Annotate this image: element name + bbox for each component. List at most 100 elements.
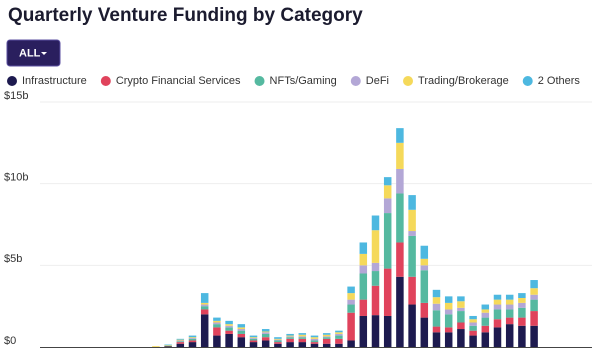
bar-segment (444, 332, 453, 347)
bar-segment (237, 327, 246, 330)
legend-marker (350, 76, 361, 86)
bar-segment (261, 337, 270, 341)
bar-segment (396, 142, 404, 169)
bar-segment (518, 307, 526, 318)
legend-label: 2 Others (538, 75, 581, 87)
filter-button[interactable]: ALL (6, 39, 61, 67)
bar-segment (249, 340, 258, 343)
bar-segment (420, 317, 429, 347)
bar-segment (261, 340, 270, 347)
bar-segment (481, 332, 490, 347)
bar-segment (383, 315, 392, 347)
bar-segment (249, 337, 258, 339)
bar-segment (225, 324, 233, 326)
bar-segment (457, 311, 465, 323)
bar-segment (322, 336, 331, 338)
bar-segment (164, 346, 172, 347)
bar-segment (200, 306, 209, 310)
bar-segment (505, 304, 514, 310)
bar-segment (298, 336, 307, 338)
bar-segment (213, 317, 221, 321)
bar-segment (383, 268, 392, 316)
button-label[interactable]: ALL (19, 47, 41, 59)
bar-segment (188, 335, 197, 338)
button-background[interactable] (6, 39, 61, 67)
bar-segment (432, 326, 441, 333)
bar-segment (420, 270, 429, 303)
bar-segment (359, 273, 368, 300)
bar-segment (225, 320, 233, 325)
bar-segment (310, 340, 319, 343)
bar-segment (347, 293, 355, 300)
bar-segment (188, 340, 197, 343)
bar-segment (493, 309, 502, 320)
bar-segment (457, 301, 465, 308)
bar-segment (347, 299, 355, 305)
bar-segment (237, 337, 246, 347)
y-tick-label: $0 (4, 335, 16, 347)
bar-segment (469, 315, 477, 320)
bar-segment (396, 128, 404, 143)
bar-segment (493, 299, 502, 305)
legend-label: Crypto Financial Services (116, 75, 241, 87)
bar-segment (237, 324, 246, 328)
bar-segment (432, 289, 441, 298)
bar-segment (310, 335, 319, 338)
bar-segment (274, 342, 282, 344)
y-tick-label: $10b (4, 172, 28, 184)
bar-segment (359, 253, 368, 266)
bar-segment (408, 209, 416, 232)
bar-segment (432, 303, 441, 311)
bar-segment (505, 317, 514, 325)
bar-segment (420, 302, 429, 318)
bar-segment (261, 332, 270, 334)
legend-marker (522, 76, 533, 86)
bar-segment (347, 340, 355, 347)
bar-segment (457, 307, 465, 312)
bar-segment (213, 327, 221, 336)
legend-label: DeFi (366, 75, 389, 87)
bar-segment (420, 245, 429, 259)
bar-segment (322, 343, 331, 347)
bar-segment (176, 342, 185, 344)
bar-segment (444, 314, 453, 328)
legend-marker (100, 76, 111, 86)
bar-segment (530, 294, 538, 300)
bar-segment (396, 168, 404, 194)
legend-marker (403, 76, 414, 86)
bar-segment (432, 310, 441, 327)
legend-label: Trading/Brokerage (418, 75, 509, 87)
bar-segment (164, 345, 172, 347)
bar-segment (322, 334, 331, 337)
bar-segment (249, 338, 258, 341)
bar-segment (225, 330, 233, 334)
chart-title: Quarterly Venture Funding by Category (8, 5, 363, 26)
bar-segment (200, 309, 209, 315)
bar-segment (359, 265, 368, 274)
bar-segment (310, 338, 319, 341)
legend-label: NFTs/Gaming (270, 75, 337, 87)
bar-segment (444, 327, 453, 333)
bar-segment (335, 330, 343, 333)
bar-segment (298, 338, 307, 343)
bar-segment (249, 342, 258, 347)
bar-segment (371, 262, 380, 272)
bar-segment (286, 335, 294, 337)
bar-segment (518, 325, 526, 347)
bar-segment (396, 242, 404, 277)
bar-segment (359, 315, 368, 347)
bar-segment (298, 334, 307, 337)
bar-segment (383, 185, 392, 199)
bar-segment (261, 329, 270, 332)
bar-segment (444, 302, 453, 310)
bar-segment (261, 331, 270, 333)
dropdown-caret (41, 52, 47, 55)
bar-segment (469, 335, 477, 347)
bar-segment (286, 337, 294, 339)
bar-segment (225, 333, 233, 347)
legend-marker (7, 76, 17, 86)
bar-segment (347, 312, 355, 341)
bar-segment (225, 327, 233, 331)
bar-segment (237, 329, 246, 331)
bar-segment (298, 333, 307, 335)
